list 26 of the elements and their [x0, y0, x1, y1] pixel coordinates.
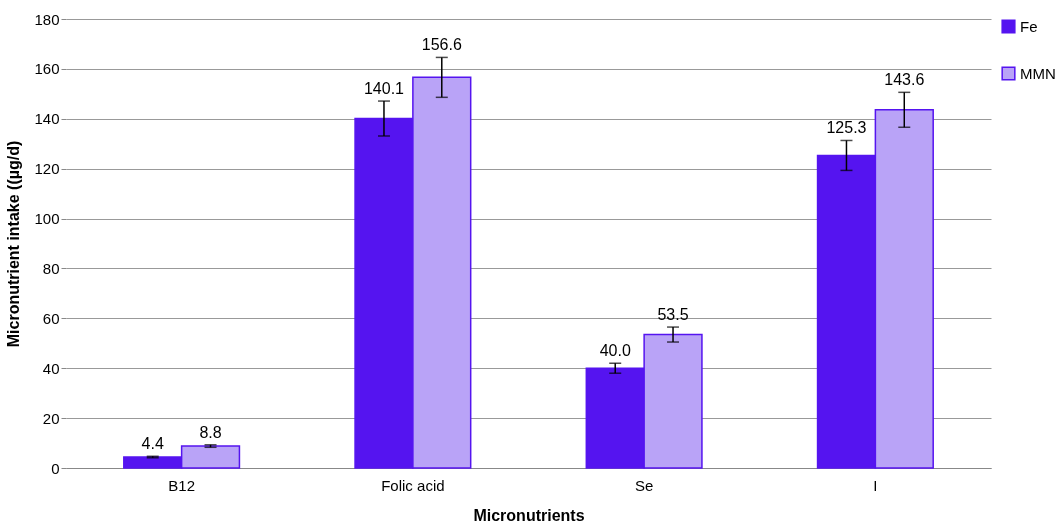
y-axis-title: Micronutrient intake ((µg/d) — [5, 140, 23, 348]
data-label: 40.0 — [599, 342, 631, 360]
x-tick-label: Folic acid — [381, 476, 445, 494]
x-tick-label: I — [873, 476, 878, 494]
y-tick-label: 140 — [34, 110, 60, 128]
y-tick-label: 100 — [34, 210, 60, 228]
x-axis-title: Micronutrients — [473, 506, 585, 524]
data-label: 4.4 — [141, 435, 164, 453]
data-label: 143.6 — [884, 71, 925, 89]
data-label: 156.6 — [421, 36, 462, 54]
data-label: 53.5 — [657, 306, 689, 324]
y-tick-label: 40 — [42, 359, 60, 377]
legend-label: MMN — [1020, 64, 1056, 82]
data-label: 125.3 — [826, 119, 867, 137]
y-tick-label: 80 — [42, 259, 60, 277]
data-label: 140.1 — [363, 80, 405, 98]
x-tick-label: B12 — [168, 476, 195, 494]
x-tick-label: Se — [634, 476, 654, 494]
data-label: 8.8 — [199, 423, 222, 441]
legend-label: Fe — [1020, 17, 1038, 35]
y-tick-label: 160 — [34, 60, 60, 78]
y-tick-label: 180 — [34, 10, 60, 28]
y-tick-label: 60 — [42, 309, 60, 327]
y-tick-label: 20 — [42, 409, 60, 427]
y-tick-label: 120 — [34, 160, 60, 178]
y-tick-label: 0 — [51, 459, 60, 477]
